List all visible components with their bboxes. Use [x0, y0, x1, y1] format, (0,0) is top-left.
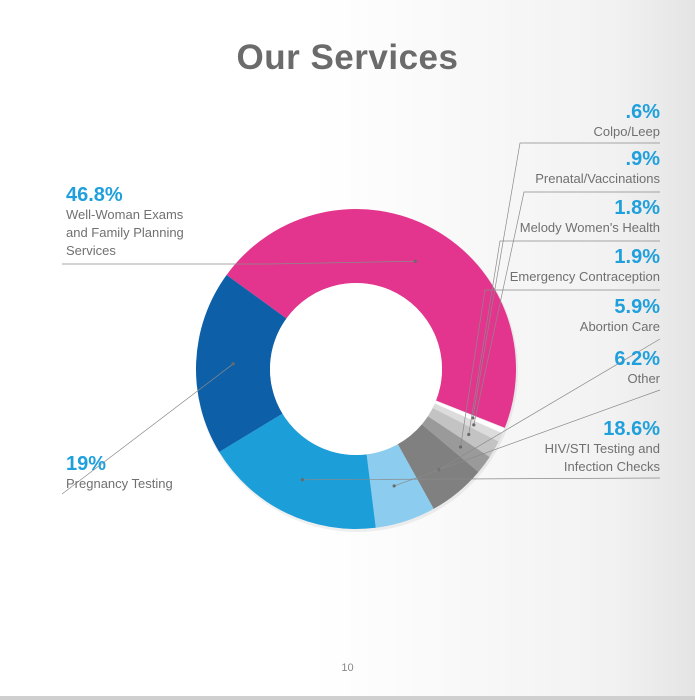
leader-dot [300, 478, 305, 482]
label-colpo-leep: .6% Colpo/Leep [594, 101, 661, 141]
slice-name: Other [627, 371, 660, 386]
slice-percent: 1.8% [614, 197, 660, 219]
slice-other [366, 444, 434, 528]
leader-line [473, 191, 660, 425]
leader-line [468, 240, 660, 435]
leader-line [438, 338, 661, 470]
slice-percent: .6% [625, 101, 660, 123]
slice-percent: 5.9% [614, 296, 660, 318]
slice-percent: 18.6% [603, 418, 660, 440]
leader-line [62, 260, 416, 265]
slice-percent: 19% [66, 453, 107, 475]
page-bottom-edge [0, 696, 695, 700]
label-melody-womens-health: 1.8% Melody Women's Health [520, 197, 660, 237]
label-pregnancy-testing: 19% Pregnancy Testing [66, 453, 173, 493]
label-emergency-contraception: 1.9% Emergency Contraception [510, 246, 660, 286]
slice-hiv-sti-testing-and [219, 413, 376, 529]
leader-line [61, 363, 234, 495]
slice-percent: .9% [625, 148, 660, 170]
leader-dot [231, 362, 235, 366]
slice-percent: 1.9% [614, 246, 660, 268]
slice-abortion-care [397, 424, 479, 509]
label-abortion-care: 5.9% Abortion Care [580, 296, 660, 336]
slice-percent: 6.2% [614, 348, 660, 370]
slice-emergency-contraception [421, 416, 490, 472]
slice-name: HIV/STI Testing and Infection Checks [544, 441, 660, 474]
leader-line [394, 389, 661, 487]
label-well-woman-exams: 46.8% Well-Woman Exams and Family Planni… [66, 184, 184, 260]
label-hiv-sti-testing: 18.6% HIV/STI Testing and Infection Chec… [545, 418, 660, 476]
page-number: 10 [341, 662, 354, 674]
label-prenatal-vaccinations: .9% Prenatal/Vaccinations [535, 148, 660, 188]
slice-percent: 46.8% [66, 184, 123, 206]
leader-dot [458, 445, 463, 449]
slice-name: Emergency Contraception [509, 269, 660, 284]
leader-line [472, 142, 660, 419]
page-title: Our Services [236, 38, 459, 77]
leader-dot [413, 259, 417, 263]
donut-hole [270, 283, 442, 455]
slice-prenatal-vaccinations [432, 403, 503, 442]
slice-name: Well-Woman Exams and Family Planning Ser… [66, 207, 184, 258]
slice-name: Prenatal/Vaccinations [535, 171, 660, 186]
leader-dot [472, 423, 476, 427]
leader-line [302, 477, 661, 481]
slice-name: Abortion Care [579, 319, 660, 334]
slice-pregnancy-testing [196, 274, 287, 453]
leader-dot [471, 416, 475, 420]
slice-name: Colpo/Leep [593, 124, 661, 139]
leader-line [460, 289, 660, 447]
slice-name: Melody Women's Health [519, 220, 660, 235]
slice-name: Pregnancy Testing [66, 476, 173, 491]
leader-dot [467, 432, 471, 437]
leader-dot [392, 484, 396, 488]
label-other: 6.2% Other [614, 348, 660, 388]
